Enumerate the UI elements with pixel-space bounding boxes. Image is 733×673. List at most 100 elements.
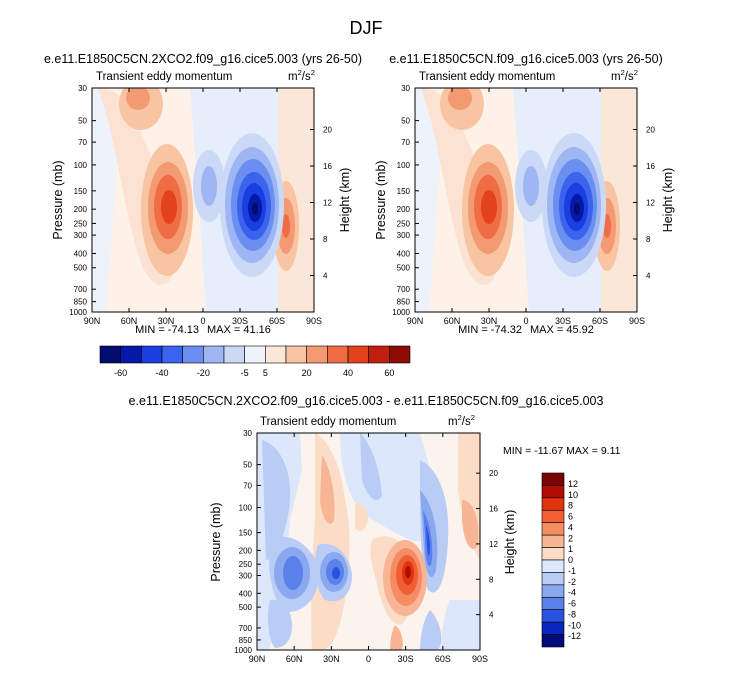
- colorbar-label: -2: [568, 577, 576, 587]
- colorbar-box: [141, 345, 163, 364]
- x-tick-label: 60N: [286, 654, 303, 664]
- x-tick-label: 30S: [232, 316, 248, 326]
- colorbar-box: [223, 345, 245, 364]
- panel-right-subtitle: Transient eddy momentum: [419, 71, 555, 83]
- y-tick-label: 100: [239, 504, 253, 513]
- min-max-label: MIN = -74.13 MAX = 41.16: [135, 324, 271, 336]
- colorbar-label: -40: [155, 368, 168, 378]
- y-tick-label: 500: [397, 264, 411, 273]
- colorbar-label: -20: [197, 368, 210, 378]
- x-tick-label: 0: [366, 654, 371, 664]
- height-tick-label: 4: [489, 611, 494, 620]
- y-tick-label: 500: [239, 603, 253, 612]
- y-tick-label: 250: [397, 219, 411, 228]
- x-tick-label: 60N: [121, 316, 138, 326]
- height-tick-label: 16: [323, 162, 332, 171]
- colorbar-box: [541, 634, 565, 648]
- y-tick-label: 250: [239, 560, 253, 569]
- colorbar-label: 12: [568, 479, 578, 489]
- axes-group: 90N 60N 30N 0 30S 60S 90S 30 50 70 100 150 200 250 300…: [69, 84, 655, 664]
- y-tick-label: 200: [397, 205, 411, 214]
- colorbar-box: [541, 596, 565, 611]
- colorbar-box: [99, 345, 121, 364]
- page-title: DJF: [350, 18, 383, 38]
- y-axis-label: Pressure (mb): [374, 160, 388, 239]
- x-tick-label: 60S: [269, 316, 285, 326]
- y-tick-label: 200: [239, 546, 253, 555]
- y-tick-label: 850: [239, 636, 253, 645]
- panel-difference: e.e11.E1850C5CN.2XCO2.f09_g16.cice5.003 …: [129, 394, 621, 651]
- colorbar-box: [541, 497, 565, 511]
- panel-left-units: m2/s2: [288, 68, 315, 83]
- colorbar-label: -6: [568, 599, 576, 609]
- y-axis-label-right: Height (km): [338, 168, 352, 233]
- height-tick-label: 4: [323, 271, 328, 280]
- y-tick-label: 700: [239, 624, 253, 633]
- colorbar-box: [541, 559, 565, 573]
- max-label: MAX = 41.16: [207, 324, 271, 336]
- y-tick-label: 1000: [392, 308, 410, 317]
- colorbar-label: -1: [568, 566, 576, 576]
- colorbar-label: 5: [263, 368, 268, 378]
- y-tick-label: 500: [74, 264, 88, 273]
- colorbar-box: [244, 345, 266, 364]
- min-max-label: MIN = -74.32 MAX = 45.92: [458, 324, 594, 336]
- min-label: MIN = -74.13: [135, 324, 199, 336]
- y-tick-label: 150: [239, 529, 253, 538]
- colorbar-label: 60: [384, 368, 394, 378]
- y-axis-label: Pressure (mb): [51, 160, 65, 239]
- colorbar-box: [541, 547, 565, 561]
- y-tick-label: 100: [74, 161, 88, 170]
- max-label: MAX = 45.92: [530, 324, 594, 336]
- y-tick-label: 300: [74, 231, 88, 240]
- height-tick-label: 8: [646, 235, 651, 244]
- y-tick-label: 30: [78, 84, 87, 93]
- colorbar-box: [541, 572, 565, 586]
- colorbar-horizontal: -60 -40 -20 -5 5 20 40 60: [99, 345, 411, 378]
- colorbar-box: [306, 345, 328, 364]
- colorbar-label: 4: [568, 522, 573, 532]
- panel-diff-subtitle: Transient eddy momentum: [260, 416, 396, 428]
- units-base: m: [611, 71, 621, 83]
- y-tick-label: 150: [74, 187, 88, 196]
- colorbar-box: [541, 621, 565, 635]
- y-tick-label: 70: [243, 481, 252, 490]
- panel-diff-title: e.e11.E1850C5CN.2XCO2.f09_g16.cice5.003 …: [129, 394, 604, 408]
- x-tick-label: 30N: [158, 316, 175, 326]
- y-tick-label: 700: [397, 285, 411, 294]
- colorbar-box: [541, 485, 565, 499]
- contour-field: [257, 433, 480, 650]
- y-tick-label: 400: [74, 249, 88, 258]
- y-tick-label: 50: [243, 461, 252, 470]
- colorbar-box: [389, 345, 411, 364]
- x-tick-label: 90S: [629, 316, 645, 326]
- height-tick-label: 4: [646, 271, 651, 280]
- y-tick-label: 250: [74, 219, 88, 228]
- units-sup: 2: [634, 68, 638, 77]
- colorbar-box: [368, 345, 390, 364]
- colorbar-label: -4: [568, 588, 576, 598]
- colorbar-label: -8: [568, 609, 576, 619]
- colorbar-box: [327, 345, 349, 364]
- colorbar-label: -60: [114, 368, 127, 378]
- colorbar-label: 10: [568, 490, 578, 500]
- colorbar-box: [182, 345, 204, 364]
- colorbar-box: [541, 584, 565, 598]
- height-tick-label: 12: [489, 540, 498, 549]
- min-label: MIN = -74.32: [458, 324, 522, 336]
- colorbar-label: 2: [568, 533, 573, 543]
- colorbar-label: 40: [343, 368, 353, 378]
- height-tick-label: 16: [489, 505, 498, 514]
- units-mid: /s: [625, 71, 634, 83]
- contour-field: [92, 88, 314, 312]
- units-sup: 2: [458, 413, 462, 422]
- panel-right-title: e.e11.E1850C5CN.f09_g16.cice5.003 (yrs 2…: [389, 52, 663, 66]
- colorbar-box: [541, 609, 565, 623]
- x-tick-label: 90N: [407, 316, 424, 326]
- height-tick-label: 20: [489, 469, 498, 478]
- colorbar-box: [541, 534, 565, 548]
- panel-left: e.e11.E1850C5CN.2XCO2.f09_g16.cice5.003 …: [44, 52, 362, 336]
- y-axis-label: Pressure (mb): [209, 502, 223, 581]
- x-tick-label: 30S: [555, 316, 571, 326]
